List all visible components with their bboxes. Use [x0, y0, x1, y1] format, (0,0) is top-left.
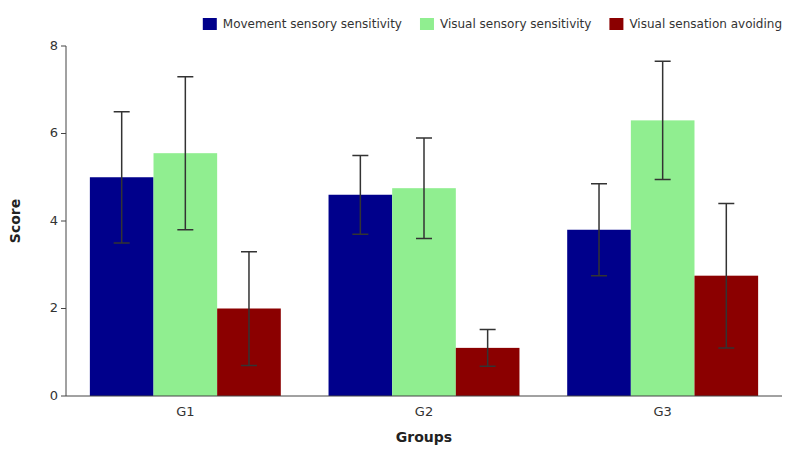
y-tick	[61, 308, 66, 309]
error-bar	[480, 330, 496, 367]
legend-label: Movement sensory sensitivity	[223, 17, 402, 31]
error-bar	[591, 184, 607, 276]
y-axis-label: Score	[7, 199, 23, 243]
chart: 0 2 4 6 8 G1 G2 G3 Groups Score Movement sensory s…	[0, 0, 802, 454]
y-tick-label: 6	[50, 125, 58, 140]
y-tick	[61, 133, 66, 134]
x-tick-label: G2	[415, 404, 433, 419]
x-axis-line	[66, 396, 782, 397]
error-bar	[177, 77, 193, 230]
legend-item: Visual sensory sensitivity	[420, 17, 591, 31]
x-tick-label: G3	[653, 404, 671, 419]
error-bar	[114, 112, 130, 243]
legend-swatch	[420, 18, 434, 30]
y-tick-label: 4	[50, 213, 58, 228]
x-tick-label: G1	[176, 404, 194, 419]
legend-item: Visual sensation avoiding	[609, 17, 782, 31]
y-tick-label: 8	[50, 38, 58, 53]
y-tick	[61, 46, 66, 47]
error-bars	[114, 61, 735, 366]
error-bar	[655, 61, 671, 179]
legend-label: Visual sensory sensitivity	[440, 17, 591, 31]
error-bar	[416, 138, 432, 239]
error-bar	[718, 204, 734, 348]
x-axis-label: Groups	[396, 429, 452, 445]
y-tick	[61, 221, 66, 222]
error-bar	[241, 252, 257, 366]
legend-swatch	[609, 18, 623, 30]
bars	[90, 120, 758, 396]
legend-label: Visual sensation avoiding	[629, 17, 782, 31]
y-tick	[61, 396, 66, 397]
error-bar	[352, 155, 368, 234]
legend-item: Movement sensory sensitivity	[203, 17, 402, 31]
legend-swatch	[203, 18, 217, 30]
legend: Movement sensory sensitivity Visual senso…	[203, 17, 782, 31]
y-tick-label: 0	[50, 388, 58, 403]
y-tick-label: 2	[50, 300, 58, 315]
